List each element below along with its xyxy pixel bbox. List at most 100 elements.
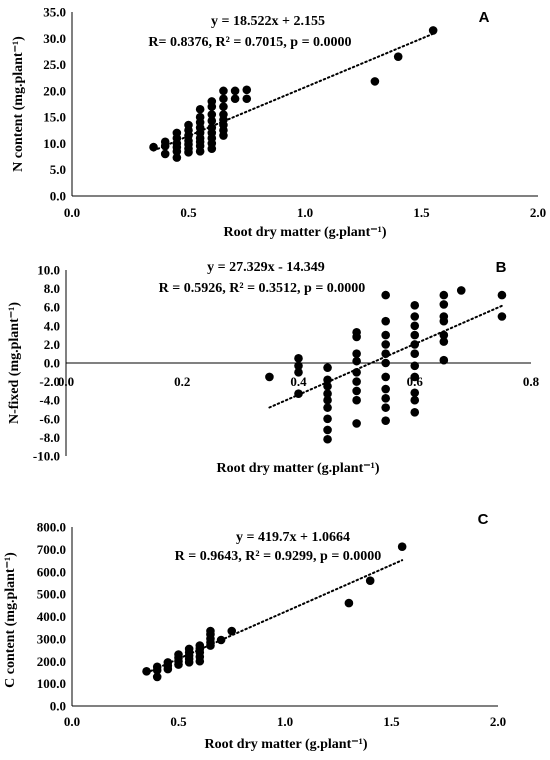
data-point: [410, 361, 420, 371]
data-point: [410, 372, 420, 382]
data-point: [160, 137, 170, 147]
data-point: [344, 598, 354, 608]
data-point: [381, 330, 390, 340]
data-point: [323, 381, 332, 391]
data-point: [381, 340, 390, 349]
data-point: [410, 321, 420, 331]
data-point: [323, 403, 332, 412]
x-axis-title: Root dry matter (g.plant⁻¹): [205, 737, 368, 752]
data-point: [163, 658, 173, 667]
y-tick-label: 0.0: [44, 356, 60, 371]
data-point: [242, 94, 252, 104]
data-point: [227, 626, 237, 636]
regression-stats: R = 0.9643, R² = 0.9299, p = 0.0000: [175, 549, 382, 564]
data-point: [352, 349, 361, 359]
y-tick-label: 8.0: [44, 281, 60, 296]
x-tick-label: 0.4: [290, 374, 307, 389]
y-axis-title: N-fixed (mg.plant⁻¹): [7, 302, 22, 424]
regression-equation: y = 27.329x - 14.349: [207, 260, 325, 275]
regression-equation: y = 18.522x + 2.155: [211, 14, 325, 29]
data-point: [172, 153, 182, 162]
data-point: [381, 372, 390, 382]
y-tick-label: 15.0: [43, 110, 66, 125]
data-point: [352, 356, 361, 366]
x-tick-label: 0.0: [64, 714, 80, 729]
y-tick-label: -10.0: [33, 449, 60, 464]
x-tick-label: 1.5: [413, 205, 430, 220]
data-point: [294, 368, 303, 377]
data-point: [195, 641, 205, 650]
y-tick-label: 0.0: [50, 189, 66, 204]
data-point: [160, 149, 170, 159]
regression-stats: R= 0.8376, R² = 0.7015, p = 0.0000: [148, 35, 351, 50]
panel-label: A: [479, 9, 490, 26]
data-point: [365, 576, 375, 585]
x-tick-label: 1.5: [383, 714, 400, 729]
data-point: [381, 316, 390, 326]
data-point: [230, 94, 240, 104]
y-tick-label: -4.0: [39, 393, 60, 408]
y-axis-title: N content (mg.plant⁻¹): [11, 36, 26, 172]
data-point: [439, 300, 449, 309]
data-point: [152, 662, 162, 672]
data-point: [149, 142, 158, 152]
data-point: [410, 388, 420, 398]
panel-c: 0.0 100.0 200.0 300.0 400.0 500.0 600.0 700.0 80…: [3, 511, 506, 752]
data-point: [381, 394, 390, 403]
data-point: [352, 386, 361, 396]
y-tick-label: -2.0: [39, 374, 60, 389]
y-tick-label: 300.0: [37, 631, 66, 646]
trendline: [152, 32, 435, 152]
y-tick-label: 400.0: [37, 609, 66, 624]
data-point: [142, 667, 151, 676]
data-point: [219, 94, 228, 104]
x-tick-label: 0.0: [64, 205, 80, 220]
data-point: [265, 372, 274, 382]
data-point: [207, 123, 217, 132]
data-point: [323, 375, 332, 385]
data-point: [242, 85, 252, 95]
data-point: [206, 626, 215, 636]
y-tick-label: 6.0: [44, 300, 60, 315]
x-tick-label: 0.0: [58, 374, 74, 389]
data-point: [439, 330, 449, 340]
data-point: [410, 395, 420, 405]
panel-a: 0.0 5.0 10.0 15.0 20.0 25.0 30.0 35.0 0.0 0.5 1.0 1…: [11, 5, 546, 241]
data-point: [230, 86, 240, 96]
y-tick-label: 800.0: [37, 520, 66, 535]
y-tick-label: 10.0: [43, 136, 66, 151]
data-point: [352, 328, 361, 337]
data-point: [352, 419, 361, 428]
data-point: [294, 354, 303, 363]
data-point: [410, 312, 420, 321]
data-point: [370, 77, 380, 86]
x-tick-label: 0.8: [523, 374, 540, 389]
data-point: [207, 97, 217, 106]
y-tick-label: 700.0: [37, 542, 66, 557]
data-point: [410, 340, 420, 349]
y-tick-label: -8.0: [39, 430, 60, 445]
y-tick-label: 35.0: [43, 5, 66, 20]
regression-equation: y = 419.7x + 1.0664: [236, 530, 350, 545]
data-point: [381, 290, 390, 300]
x-axis-title: Root dry matter (g.plant⁻¹): [224, 225, 387, 240]
regression-stats: R = 0.5926, R² = 0.3512, p = 0.0000: [159, 281, 366, 296]
data-point: [195, 112, 205, 122]
y-tick-label: 2.0: [44, 337, 60, 352]
data-point: [381, 403, 390, 412]
data-point: [381, 416, 390, 425]
data-point: [439, 290, 449, 300]
data-point: [207, 116, 217, 126]
x-tick-label: 2.0: [490, 714, 506, 729]
data-point: [397, 542, 407, 551]
data-point: [323, 363, 332, 372]
data-point: [219, 86, 228, 96]
y-tick-label: 30.0: [43, 31, 66, 46]
data-point: [393, 52, 403, 61]
data-point: [381, 384, 390, 394]
data-point: [184, 644, 194, 654]
data-point: [294, 361, 303, 371]
x-tick-label: 0.5: [180, 205, 197, 220]
data-point: [381, 358, 390, 368]
